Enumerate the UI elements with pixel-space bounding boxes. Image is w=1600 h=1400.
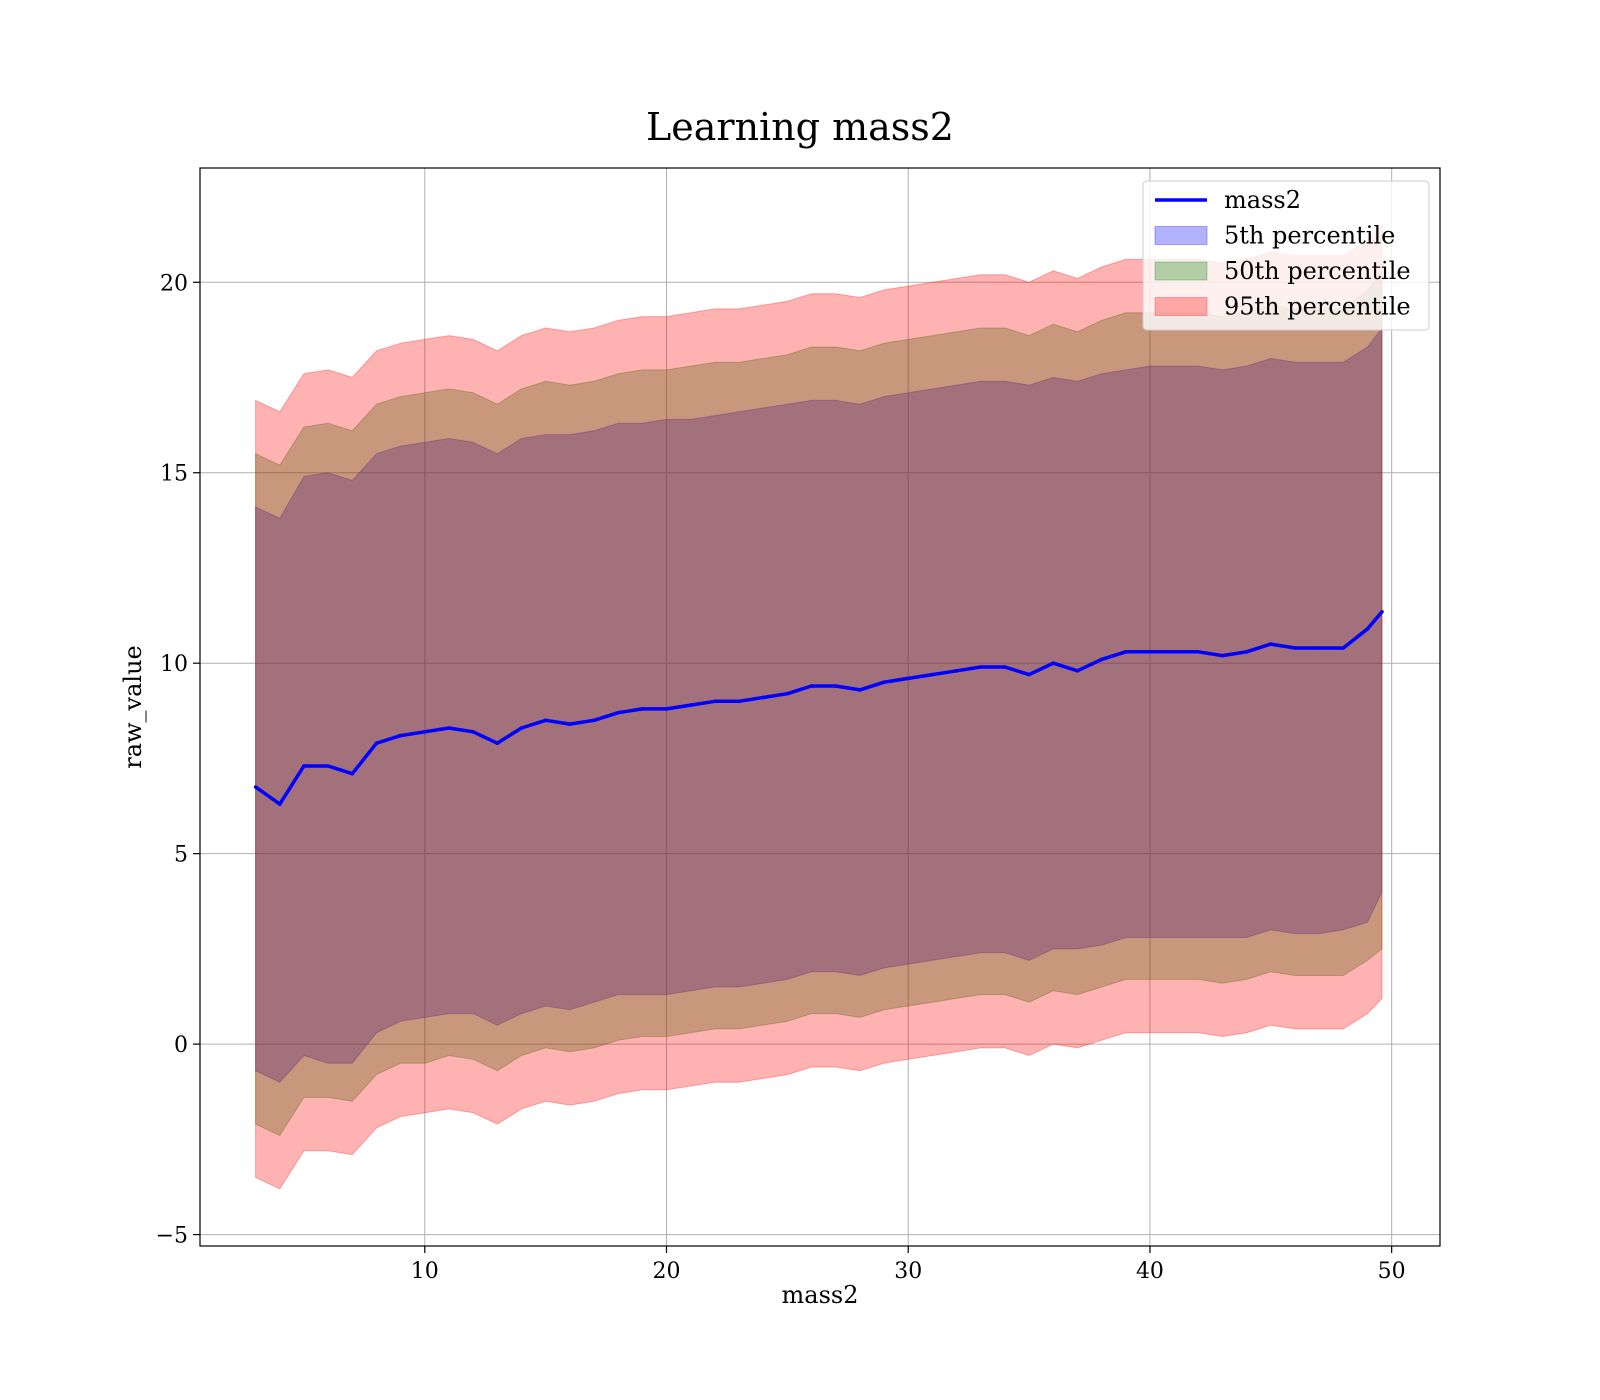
x-axis-label: mass2 bbox=[782, 1281, 859, 1309]
line-point bbox=[954, 669, 959, 673]
line-point bbox=[640, 707, 645, 711]
line-point bbox=[1172, 650, 1176, 654]
line-point bbox=[1196, 650, 1201, 654]
line-point bbox=[253, 785, 258, 789]
line-point bbox=[809, 684, 814, 688]
legend-patch-swatch bbox=[1154, 226, 1208, 245]
x-tick-label: 50 bbox=[1378, 1259, 1406, 1284]
line-point bbox=[1269, 642, 1273, 646]
line-point bbox=[1220, 653, 1225, 658]
line-point bbox=[737, 699, 741, 704]
line-point bbox=[423, 730, 427, 734]
line-point bbox=[350, 771, 355, 776]
y-tick-label: −5 bbox=[156, 1224, 188, 1249]
line-point bbox=[978, 665, 983, 669]
chart-title: Learning mass2 bbox=[646, 105, 954, 149]
line-point bbox=[906, 676, 910, 681]
line-point bbox=[713, 699, 717, 704]
line-point bbox=[858, 688, 862, 692]
line-point bbox=[374, 741, 379, 745]
line-point bbox=[1051, 661, 1056, 665]
line-point bbox=[1099, 657, 1104, 662]
line-point bbox=[278, 802, 282, 806]
legend-patch-swatch bbox=[1154, 261, 1208, 281]
band-50th-percentile bbox=[255, 269, 1383, 1137]
line-point bbox=[1365, 627, 1370, 631]
line-point bbox=[882, 680, 886, 684]
x-axis-ticks: 10 20 30 40 50 bbox=[411, 1246, 1406, 1284]
legend-label: mass2 bbox=[1224, 186, 1301, 214]
line-point bbox=[664, 707, 669, 711]
y-tick-label: 10 bbox=[160, 652, 188, 677]
line-point bbox=[785, 691, 790, 696]
series-lines bbox=[253, 610, 1384, 806]
legend-label: 95th percentile bbox=[1224, 293, 1411, 321]
line-point bbox=[1293, 646, 1297, 650]
line-point bbox=[688, 703, 693, 707]
line-point bbox=[1244, 650, 1249, 654]
line-point bbox=[326, 764, 330, 768]
line-mass2 bbox=[254, 610, 1384, 806]
line-point bbox=[1124, 650, 1128, 654]
line-point bbox=[833, 684, 838, 688]
line-point bbox=[1027, 672, 1031, 677]
line-point bbox=[398, 733, 403, 738]
y-axis-ticks: −5 0 5 10 15 20 bbox=[156, 271, 200, 1249]
legend-label: 5th percentile bbox=[1224, 222, 1395, 250]
line-point bbox=[1341, 646, 1346, 650]
y-tick-label: 15 bbox=[160, 462, 188, 487]
line-point bbox=[1075, 669, 1080, 673]
line-point bbox=[519, 726, 524, 730]
legend-label: 50th percentile bbox=[1224, 257, 1411, 285]
legend-patch-swatch bbox=[1154, 297, 1208, 316]
line-point bbox=[543, 718, 548, 723]
percentile-bands bbox=[255, 223, 1383, 1190]
x-tick-label: 10 bbox=[411, 1259, 439, 1284]
legend-box bbox=[1142, 180, 1430, 331]
x-tick-label: 20 bbox=[653, 1259, 681, 1284]
legend-items: mass2 5th percentile 50th percentile 95th p… bbox=[1154, 186, 1411, 321]
y-tick-label: 0 bbox=[174, 1033, 188, 1058]
y-tick-label: 5 bbox=[174, 843, 188, 868]
line-point bbox=[302, 764, 306, 768]
line-point bbox=[592, 718, 596, 723]
band-5th-percentile bbox=[255, 326, 1383, 1083]
band-95th-percentile bbox=[255, 223, 1383, 1190]
line-point bbox=[616, 710, 620, 715]
line-point bbox=[568, 722, 572, 726]
y-axis-label: raw_value bbox=[119, 645, 147, 769]
line-point bbox=[495, 741, 500, 745]
line-point bbox=[471, 730, 475, 734]
line-point bbox=[1317, 646, 1321, 650]
legend: mass2 5th percentile 50th percentile 95th p… bbox=[1142, 180, 1430, 331]
x-tick-label: 40 bbox=[1136, 1259, 1164, 1284]
line-point bbox=[761, 695, 765, 700]
line-point bbox=[1380, 610, 1384, 614]
line-point bbox=[1148, 650, 1152, 654]
plot-frame bbox=[199, 167, 1441, 1247]
line-point bbox=[1003, 665, 1007, 669]
line-point bbox=[447, 726, 451, 730]
line-point bbox=[930, 672, 935, 677]
x-tick-label: 30 bbox=[894, 1259, 922, 1284]
y-tick-label: 20 bbox=[160, 271, 188, 296]
